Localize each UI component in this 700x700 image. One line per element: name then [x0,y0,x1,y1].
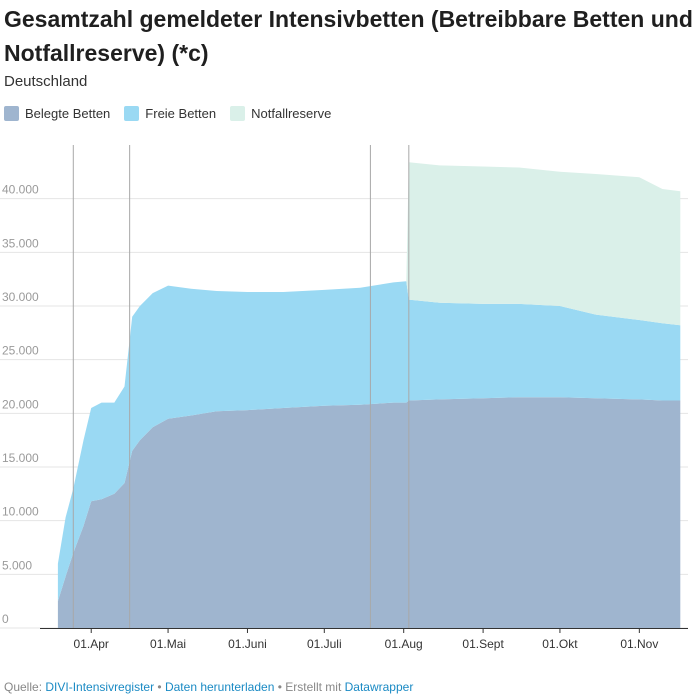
legend-item-notfall: Notfallreserve [230,106,331,121]
x-tick-label-1: 01.Mai [150,637,186,651]
chart-legend: Belegte Betten Freie Betten Notfallreser… [4,106,331,121]
download-data-link[interactable]: Daten herunterladen [164,680,275,694]
x-tick-label-2: 01.Juni [228,637,267,651]
y-tick-label-5: 25.000 [2,344,39,358]
footer-prefix: Quelle: [4,680,43,694]
legend-swatch-freie [124,106,140,121]
footer-separator: • [157,680,162,694]
x-tick-label-4: 01.Aug [385,637,423,651]
chart-footer: Quelle: DIVI-Intensivregister • Daten he… [4,680,413,694]
legend-swatch-belegte [4,106,19,121]
chart-subtitle: Deutschland [4,73,88,90]
legend-label-freie: Freie Betten [145,106,217,121]
chart-title: Gesamtzahl gemeldeter Intensivbetten (Be… [4,6,693,66]
y-tick-label-2: 10.000 [2,505,39,519]
legend-swatch-notfall [230,106,246,121]
area-notfallreserve [57,162,681,564]
x-tick-label-6: 01.Okt [542,637,578,651]
area-freie-betten [57,281,681,602]
y-tick-label-8: 40.000 [2,183,39,197]
y-tick-label-4: 20.000 [2,397,39,411]
x-tick-label-3: 01.Juli [307,637,342,651]
legend-label-belegte: Belegte Betten [25,106,111,121]
legend-item-freie: Freie Betten [124,106,216,121]
y-tick-label-3: 15.000 [2,451,39,465]
y-tick-label-1: 5.000 [2,558,32,572]
x-tick-label-7: 01.Nov [620,637,658,651]
footer-created-with: • Erstellt mit [277,680,342,694]
x-tick-label-5: 01.Sept [462,637,504,651]
datawrapper-link[interactable]: Datawrapper [344,680,414,694]
legend-label-notfall: Notfallreserve [251,106,332,121]
x-tick-label-0: 01.Apr [74,637,109,651]
y-tick-label-0: 0 [2,612,9,626]
legend-item-belegte: Belegte Betten [4,106,110,121]
y-tick-label-6: 30.000 [2,290,39,304]
source-link[interactable]: DIVI-Intensivregister [45,680,155,694]
y-tick-label-7: 35.000 [2,236,39,250]
area-belegte-betten [57,397,681,628]
